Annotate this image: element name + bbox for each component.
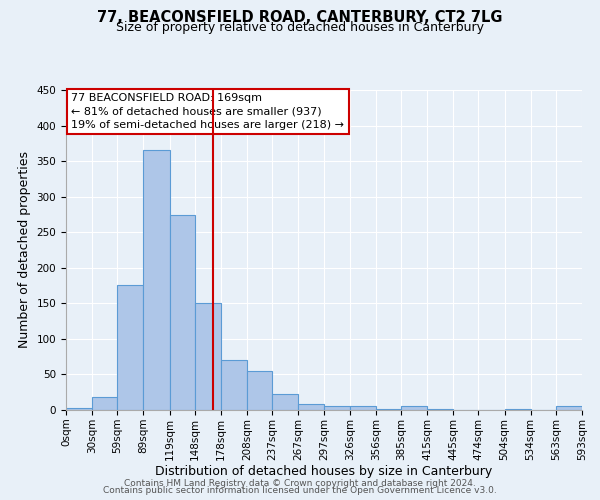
Bar <box>350 406 376 410</box>
X-axis label: Distribution of detached houses by size in Canterbury: Distribution of detached houses by size … <box>155 466 493 478</box>
Bar <box>170 215 195 410</box>
Bar <box>221 360 247 410</box>
Text: Contains HM Land Registry data © Crown copyright and database right 2024.: Contains HM Land Registry data © Crown c… <box>124 478 476 488</box>
Bar <box>272 394 298 410</box>
Bar <box>247 371 272 410</box>
Bar <box>401 406 427 410</box>
Bar <box>143 150 170 410</box>
Bar <box>92 397 118 410</box>
Bar <box>118 285 143 410</box>
Text: Contains public sector information licensed under the Open Government Licence v3: Contains public sector information licen… <box>103 486 497 495</box>
Bar <box>66 408 92 410</box>
Text: Size of property relative to detached houses in Canterbury: Size of property relative to detached ho… <box>116 21 484 34</box>
Y-axis label: Number of detached properties: Number of detached properties <box>18 152 31 348</box>
Bar <box>195 302 221 410</box>
Bar <box>298 404 325 410</box>
Bar <box>556 406 582 410</box>
Bar <box>427 408 453 410</box>
Text: 77, BEACONSFIELD ROAD, CANTERBURY, CT2 7LG: 77, BEACONSFIELD ROAD, CANTERBURY, CT2 7… <box>97 10 503 25</box>
Bar <box>325 406 350 410</box>
Bar <box>505 408 530 410</box>
Text: 77 BEACONSFIELD ROAD: 169sqm
← 81% of detached houses are smaller (937)
19% of s: 77 BEACONSFIELD ROAD: 169sqm ← 81% of de… <box>71 93 344 130</box>
